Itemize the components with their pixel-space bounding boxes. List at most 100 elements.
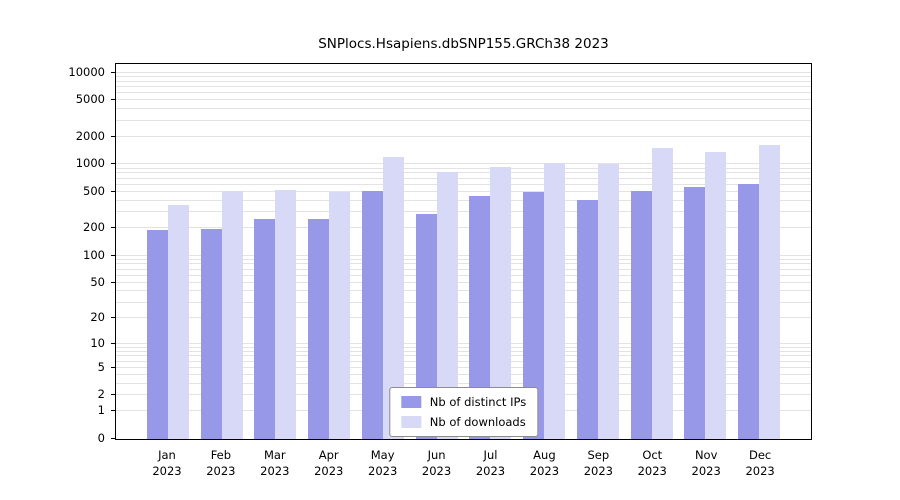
gridline: [116, 177, 811, 179]
x-label-year: 2023: [206, 464, 236, 478]
gridline: [116, 301, 811, 303]
y-tick-mark: [111, 190, 116, 192]
y-tick-label: 2000: [75, 128, 105, 143]
y-tick-mark: [111, 342, 116, 344]
legend-label-downloads: Nb of downloads: [429, 415, 526, 429]
bar-group-apr: [302, 191, 356, 439]
bar-group-aug: [517, 163, 571, 439]
x-label-mar: Mar 2023: [248, 447, 302, 479]
x-label-month: Apr: [318, 448, 339, 462]
bar-downloads-feb: [221, 191, 243, 439]
x-label-oct: Oct 2023: [625, 447, 679, 479]
x-label-aug: Aug 2023: [517, 447, 571, 479]
y-tick-mark: [111, 317, 116, 318]
x-label-nov: Nov 2023: [679, 447, 733, 479]
bar-distinct-ips-feb: [200, 229, 222, 439]
x-label-may: May 2023: [356, 447, 410, 479]
legend-label-distinct-ips: Nb of distinct IPs: [429, 395, 527, 409]
y-tick-label: 500: [83, 183, 105, 198]
y-tick-label: 10000: [68, 64, 105, 79]
legend-item-distinct-ips: Nb of distinct IPs: [400, 395, 527, 409]
bar-downloads-dec: [759, 144, 781, 439]
x-label-year: 2023: [583, 464, 613, 478]
x-label-year: 2023: [691, 464, 721, 478]
y-tick-label: 1: [97, 403, 105, 418]
gridline: [116, 199, 811, 201]
bar-group-dec: [732, 144, 786, 439]
gridline: [116, 80, 811, 82]
bar-distinct-ips-may: [361, 191, 383, 439]
y-axis: 0 1 2 5 10 20 50 100 200 500 1000 2000 5000 10000: [0, 64, 116, 445]
x-label-month: May: [370, 448, 395, 462]
gridline: [116, 258, 811, 260]
bar-downloads-jan: [167, 204, 189, 439]
bar-downloads-aug: [544, 163, 566, 439]
gridline: [116, 360, 811, 362]
gridline: [116, 172, 811, 174]
x-label-month: Nov: [694, 448, 718, 462]
gridline: [116, 135, 811, 137]
bar-downloads-oct: [651, 147, 673, 439]
y-tick-mark: [111, 281, 116, 283]
plot-area: Nb of distinct IPs Nb of downloads: [115, 63, 812, 440]
gridline: [116, 211, 811, 213]
bars: [116, 64, 811, 439]
gridline: [116, 274, 811, 276]
y-tick-label: 50: [90, 274, 105, 289]
gridline: [116, 71, 811, 73]
gridline: [116, 92, 811, 94]
x-label-month: Oct: [642, 448, 663, 462]
y-tick-mark: [111, 163, 116, 165]
x-label-month: Mar: [263, 448, 286, 462]
bar-downloads-apr: [329, 191, 351, 439]
gridline: [116, 355, 811, 357]
gridline: [116, 342, 811, 344]
x-label-year: 2023: [260, 464, 290, 478]
x-label-feb: Feb 2023: [194, 447, 248, 479]
y-tick-label: 2: [97, 387, 105, 402]
gridline: [116, 366, 811, 368]
gridline: [116, 317, 811, 318]
gridline: [116, 346, 811, 348]
bar-distinct-ips-jan: [146, 230, 168, 439]
gridline: [116, 350, 811, 352]
bar-downloads-nov: [705, 152, 727, 439]
x-label-year: 2023: [475, 464, 506, 478]
y-tick-label: 5: [97, 359, 105, 374]
y-tick-mark: [111, 99, 116, 101]
bar-distinct-ips-nov: [684, 187, 706, 439]
x-label-month: Dec: [748, 448, 772, 462]
legend: Nb of distinct IPs Nb of downloads: [388, 387, 539, 437]
x-label-month: Jan: [158, 448, 176, 462]
bar-distinct-ips-jun: [415, 213, 437, 439]
x-label-year: 2023: [152, 464, 182, 478]
bar-distinct-ips-oct: [630, 191, 652, 439]
gridline: [116, 76, 811, 78]
y-tick-mark: [111, 135, 116, 137]
gridline: [116, 374, 811, 375]
bar-distinct-ips-dec: [738, 184, 760, 439]
y-tick-label: 200: [83, 220, 105, 235]
x-label-jul: Jul 2023: [464, 447, 518, 479]
bar-downloads-jul: [490, 167, 512, 439]
bar-distinct-ips-aug: [523, 191, 545, 439]
gridline: [116, 281, 811, 283]
gridline: [116, 268, 811, 270]
x-label-year: 2023: [421, 464, 452, 478]
legend-swatch-distinct-ips: [400, 396, 421, 408]
bar-group-jul: [464, 167, 518, 439]
gridline: [116, 254, 811, 256]
legend-swatch-downloads: [400, 416, 421, 428]
x-label-month: Feb: [210, 448, 232, 462]
gridline: [116, 108, 811, 110]
bar-group-feb: [195, 191, 249, 439]
bar-group-may: [356, 157, 410, 439]
x-label-month: Sep: [587, 448, 610, 462]
bar-downloads-may: [382, 157, 404, 439]
gridline: [116, 119, 811, 121]
y-tick-label: 0: [97, 431, 105, 445]
x-label-dec: Dec 2023: [733, 447, 787, 479]
y-tick-mark: [111, 394, 116, 396]
x-axis: Jan 2023 Feb 2023 Mar 2023 Apr 2023 May 2023 Jun 20…: [115, 447, 812, 479]
